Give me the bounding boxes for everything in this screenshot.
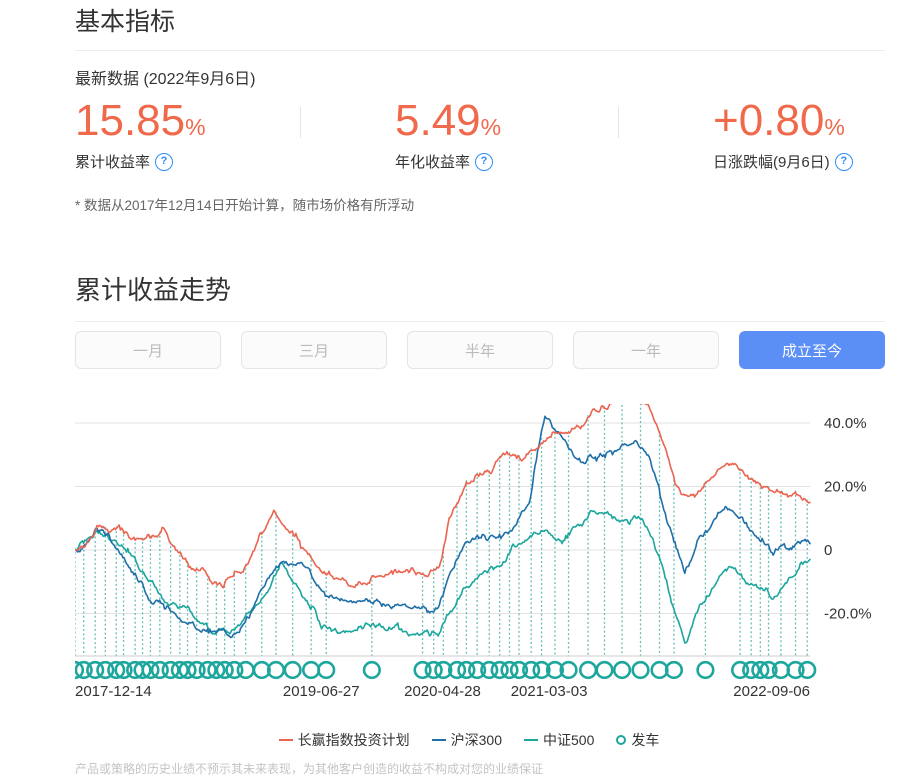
svg-text:2020-04-28: 2020-04-28: [404, 683, 481, 700]
svg-text:2022-09-06: 2022-09-06: [733, 683, 810, 700]
svg-text:0: 0: [824, 542, 832, 559]
svg-text:2019-06-27: 2019-06-27: [283, 683, 360, 700]
svg-text:40.0%: 40.0%: [824, 415, 867, 432]
svg-text:2017-12-14: 2017-12-14: [75, 683, 152, 700]
svg-text:20.0%: 20.0%: [824, 479, 867, 496]
svg-text:2021-03-03: 2021-03-03: [511, 683, 588, 700]
svg-text:-20.0%: -20.0%: [824, 606, 872, 623]
